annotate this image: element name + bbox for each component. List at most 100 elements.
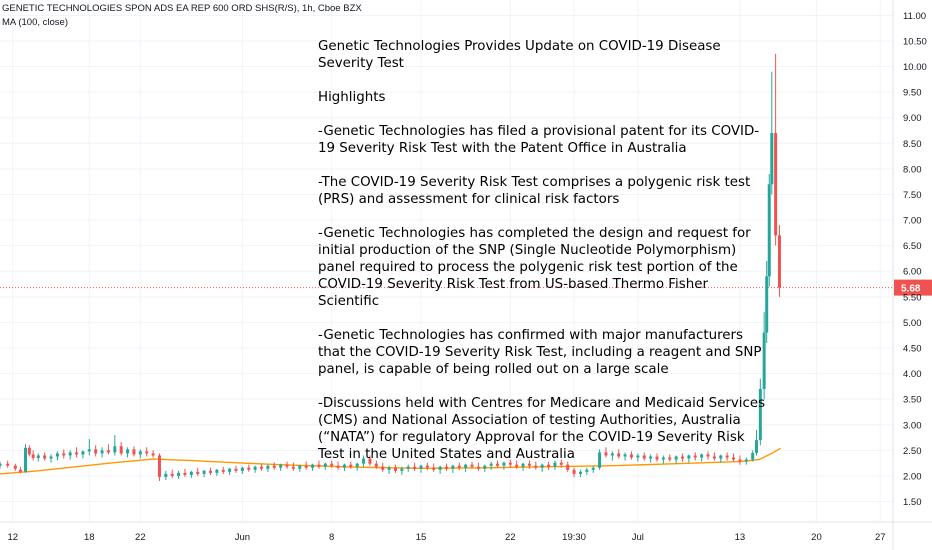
candle xyxy=(27,445,31,457)
candle-body xyxy=(738,459,742,462)
y-tick-label: 7.50 xyxy=(903,190,922,201)
candle-body xyxy=(177,472,181,476)
candle xyxy=(36,453,40,462)
x-tick-label: 27 xyxy=(875,532,886,543)
candle xyxy=(228,467,232,475)
candle xyxy=(68,450,72,460)
candle-body xyxy=(719,455,723,459)
candle xyxy=(661,455,665,464)
annotation-line: -Genetic Technologies has completed the … xyxy=(318,226,751,241)
candle xyxy=(496,460,500,468)
candle xyxy=(547,461,551,470)
candle-body xyxy=(636,455,640,458)
candle-body xyxy=(681,456,685,459)
candle xyxy=(610,451,614,461)
candle xyxy=(470,461,474,469)
candle xyxy=(566,461,570,472)
candle xyxy=(113,435,117,456)
candle-body xyxy=(540,464,544,468)
candle xyxy=(732,453,736,462)
annotation-line: panel, is capable of being rolled out on… xyxy=(318,362,669,377)
candle xyxy=(527,460,531,469)
candle xyxy=(177,470,181,480)
candle-body xyxy=(617,453,621,457)
candle-body xyxy=(75,452,79,455)
candle-body xyxy=(170,473,174,476)
candle xyxy=(342,463,346,471)
candle xyxy=(272,462,276,470)
candle-body xyxy=(362,458,366,464)
annotation-line xyxy=(318,310,788,327)
candle xyxy=(298,464,302,472)
candle xyxy=(240,466,244,474)
annotation-line: Scientific xyxy=(318,294,380,309)
y-tick-label: 1.50 xyxy=(903,497,922,508)
candle-body xyxy=(483,465,487,469)
y-tick-label: 9.50 xyxy=(903,88,922,99)
candle xyxy=(521,462,525,471)
candle-body xyxy=(770,133,774,185)
candle-body xyxy=(94,449,98,454)
candle-body xyxy=(279,464,283,468)
candle xyxy=(24,444,28,473)
time-axis[interactable]: 12 18 22 Jun 8 15 22 19:30 Jul 13 20 27 xyxy=(0,521,932,543)
candle xyxy=(234,465,238,473)
candle xyxy=(387,465,391,474)
candle xyxy=(767,174,771,287)
candle xyxy=(55,451,59,461)
candle-body xyxy=(381,466,385,470)
candle xyxy=(260,463,264,471)
candle-body xyxy=(744,459,748,462)
y-tick-label: 10.00 xyxy=(903,62,927,73)
candle xyxy=(438,465,442,474)
last-price-line: 5.68 xyxy=(0,279,932,296)
y-tick-label: 5.50 xyxy=(903,292,922,303)
candle-body xyxy=(476,466,480,469)
candle-body xyxy=(272,465,276,468)
candle xyxy=(700,453,704,462)
candle xyxy=(649,454,653,463)
candle xyxy=(419,464,423,473)
y-tick-label: 2.50 xyxy=(903,446,922,457)
candle xyxy=(693,452,697,461)
candle xyxy=(145,447,149,457)
candle-body xyxy=(559,462,563,465)
candle-body xyxy=(13,465,17,469)
y-tick-label: 4.00 xyxy=(903,369,922,380)
candle-body xyxy=(368,458,372,464)
candle-body xyxy=(304,465,308,468)
candle-body xyxy=(393,467,397,471)
candle-body xyxy=(342,464,346,468)
candle-body xyxy=(765,276,769,333)
price-axis[interactable]: 1.50 2.00 2.50 3.00 3.50 4.00 4.50 5.00 5.50 6.00… xyxy=(892,0,927,550)
candle xyxy=(413,462,417,471)
candle xyxy=(762,312,766,400)
candle-body xyxy=(36,455,40,459)
candle xyxy=(75,447,79,458)
x-tick-label: 20 xyxy=(811,532,822,543)
candle-body xyxy=(527,463,531,466)
candle xyxy=(674,455,678,464)
candle xyxy=(738,455,742,465)
candle xyxy=(215,468,219,476)
y-tick-label: 5.00 xyxy=(903,318,922,329)
candle-body xyxy=(754,440,758,453)
candle xyxy=(425,462,429,470)
candle xyxy=(706,451,710,460)
candle-body xyxy=(298,465,302,469)
candle xyxy=(106,444,110,455)
candle-body xyxy=(496,463,500,466)
candle xyxy=(221,466,225,474)
x-tick-label: 18 xyxy=(84,532,95,543)
y-tick-label: 6.00 xyxy=(903,267,922,278)
candle-body xyxy=(623,454,627,457)
candle-body xyxy=(700,454,704,458)
indicator-label[interactable]: MA (100, close) xyxy=(2,17,68,28)
candle xyxy=(540,463,544,472)
candle-body xyxy=(317,464,321,467)
candle-body xyxy=(661,457,665,460)
candle xyxy=(6,460,10,468)
candle-body xyxy=(291,466,295,469)
candle-body xyxy=(330,463,334,466)
